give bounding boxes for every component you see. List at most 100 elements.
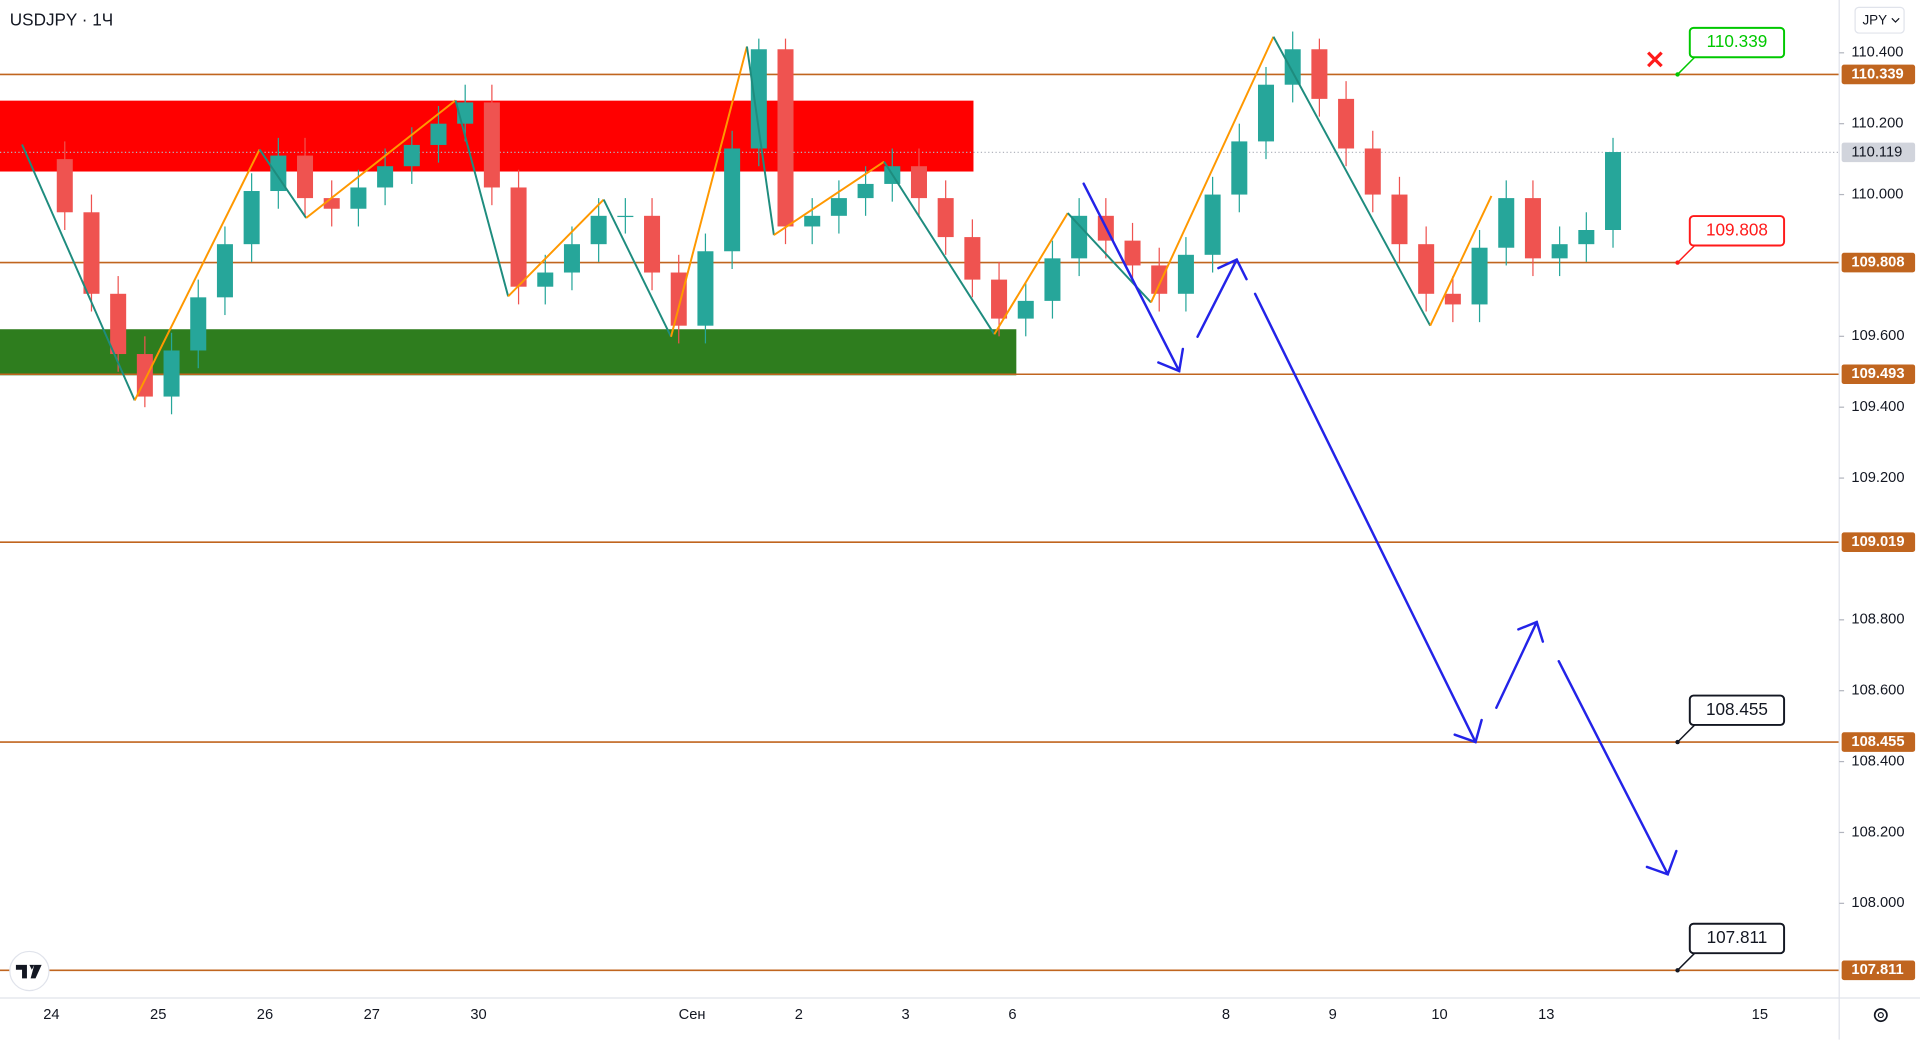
logo-glyph xyxy=(15,964,42,979)
callout-anchor xyxy=(1675,739,1680,745)
settings-icon[interactable] xyxy=(1873,1008,1888,1023)
zigzag xyxy=(21,36,1493,401)
x-tick-label: Сен xyxy=(679,1007,706,1023)
x-tick-label: 9 xyxy=(1329,1007,1337,1023)
logo-badge[interactable] xyxy=(9,950,50,992)
x-tick-label: 3 xyxy=(902,1007,910,1023)
arrow-leg xyxy=(1557,660,1669,876)
callout-pointer xyxy=(1677,56,1696,75)
callout-box xyxy=(1688,26,1786,59)
arrow-head xyxy=(1453,718,1483,744)
candle-body xyxy=(1605,152,1622,231)
candle-body xyxy=(1124,240,1141,266)
arrow-head xyxy=(1217,257,1248,281)
level-label: 109.019 xyxy=(1851,534,1904,550)
level-label: 108.455 xyxy=(1851,734,1904,750)
callout-pointer xyxy=(1677,952,1696,971)
x-tick-label: 30 xyxy=(470,1007,486,1023)
candle-body xyxy=(750,49,767,149)
level-box xyxy=(1841,532,1916,553)
cross-stroke xyxy=(1647,51,1663,68)
candle-body xyxy=(1364,148,1381,195)
x-tick-label: 27 xyxy=(364,1007,380,1023)
tv-logo[interactable] xyxy=(9,950,50,992)
candle-body xyxy=(1551,244,1568,259)
arrow-leg xyxy=(1082,182,1181,373)
candle-body xyxy=(350,187,367,209)
callout-anchor xyxy=(1675,968,1680,973)
candle-body xyxy=(1578,230,1595,245)
candle-body xyxy=(590,215,607,245)
gear-hub xyxy=(1877,1012,1884,1019)
candle-body xyxy=(110,293,127,355)
candle-body xyxy=(1017,300,1034,319)
callout-box xyxy=(1688,694,1786,726)
candle-body xyxy=(991,279,1008,319)
level-label: 107.811 xyxy=(1851,962,1903,978)
arrow-leg xyxy=(1495,620,1538,709)
candle-body xyxy=(243,191,260,245)
zigzag-leg xyxy=(1150,36,1275,303)
candle-body xyxy=(56,159,73,213)
chevron xyxy=(1891,17,1900,23)
candle-body xyxy=(510,187,527,287)
arrow-leg xyxy=(1196,258,1238,338)
zigzag-leg xyxy=(670,46,748,337)
candle-body xyxy=(323,198,340,209)
level-box xyxy=(1841,364,1916,385)
candle-body xyxy=(1391,194,1408,245)
x-tick-label: 2 xyxy=(795,1007,803,1023)
y-tick-label: 110.400 xyxy=(1851,45,1903,61)
candle-body xyxy=(697,251,714,326)
callout-box xyxy=(1688,922,1786,955)
arrow-head xyxy=(1517,620,1545,643)
x-tick-label: 25 xyxy=(150,1007,166,1023)
zigzag-leg xyxy=(258,148,307,219)
last-price-label: 110.119 xyxy=(1851,144,1902,160)
zigzag-leg xyxy=(883,161,996,335)
callout-label: 108.455 xyxy=(1706,699,1768,719)
zigzag-leg xyxy=(745,46,775,236)
candle-body xyxy=(1311,49,1328,99)
candles xyxy=(56,31,1622,415)
candle-body xyxy=(537,272,554,287)
x-tick-label: 26 xyxy=(257,1007,273,1023)
zigzag-leg xyxy=(507,198,605,298)
callout-anchor xyxy=(1675,260,1680,265)
candle-body xyxy=(297,155,314,199)
cancel-mark xyxy=(1647,51,1663,68)
candle-body xyxy=(403,144,420,167)
candle-body xyxy=(617,215,634,218)
x-tick-label: 6 xyxy=(1008,1007,1016,1023)
zigzag-leg xyxy=(1429,195,1493,327)
candle-body xyxy=(777,49,794,227)
zigzag-leg xyxy=(602,199,672,338)
forecast-arrows xyxy=(1082,182,1678,876)
level-label: 110.339 xyxy=(1851,66,1903,82)
candle-body xyxy=(1231,141,1248,195)
y-tick-label: 109.600 xyxy=(1851,328,1904,344)
candle-body xyxy=(1524,198,1541,259)
x-tick-label: 15 xyxy=(1752,1007,1768,1023)
candle-body xyxy=(804,215,821,227)
zigzag-leg xyxy=(305,99,457,219)
x-tick-label: 8 xyxy=(1222,1007,1230,1023)
candle-body xyxy=(724,148,741,252)
gear[interactable] xyxy=(1873,1008,1888,1023)
y-tick-label: 108.600 xyxy=(1851,683,1904,699)
currency-button[interactable]: JPY xyxy=(1854,6,1905,34)
candle-body xyxy=(830,198,847,216)
y-tick-label: 110.200 xyxy=(1851,116,1903,132)
currency-button-frame[interactable] xyxy=(1854,6,1905,34)
zigzag-leg xyxy=(1272,36,1432,327)
zigzag-leg xyxy=(454,100,510,297)
candle-body xyxy=(1471,247,1488,305)
candle-body xyxy=(964,237,981,280)
currency-label[interactable]: JPY xyxy=(1862,12,1887,27)
callout-pointer xyxy=(1677,724,1696,743)
candle-body xyxy=(216,244,233,298)
candle-body xyxy=(670,272,687,326)
callout-pointer xyxy=(1677,244,1696,264)
